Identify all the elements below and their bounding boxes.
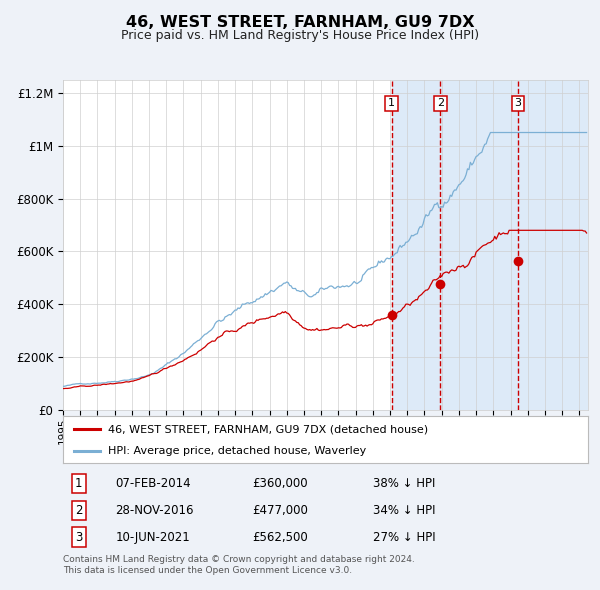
Text: Price paid vs. HM Land Registry's House Price Index (HPI): Price paid vs. HM Land Registry's House … [121, 30, 479, 42]
Text: 1: 1 [388, 99, 395, 109]
Text: 38% ↓ HPI: 38% ↓ HPI [373, 477, 435, 490]
Text: 3: 3 [75, 531, 82, 544]
Text: £562,500: £562,500 [252, 531, 308, 544]
Bar [392, 80, 588, 410]
Text: 27% ↓ HPI: 27% ↓ HPI [373, 531, 436, 544]
Text: 2: 2 [75, 504, 83, 517]
Text: 28-NOV-2016: 28-NOV-2016 [115, 504, 194, 517]
Text: 34% ↓ HPI: 34% ↓ HPI [373, 504, 435, 517]
Text: Contains HM Land Registry data © Crown copyright and database right 2024.: Contains HM Land Registry data © Crown c… [63, 555, 415, 563]
Text: 46, WEST STREET, FARNHAM, GU9 7DX: 46, WEST STREET, FARNHAM, GU9 7DX [125, 15, 475, 30]
Text: 1: 1 [75, 477, 83, 490]
Text: 46, WEST STREET, FARNHAM, GU9 7DX (detached house): 46, WEST STREET, FARNHAM, GU9 7DX (detac… [107, 424, 428, 434]
Text: HPI: Average price, detached house, Waverley: HPI: Average price, detached house, Wave… [107, 447, 366, 456]
Text: 07-FEB-2014: 07-FEB-2014 [115, 477, 191, 490]
Text: 3: 3 [515, 99, 521, 109]
Text: This data is licensed under the Open Government Licence v3.0.: This data is licensed under the Open Gov… [63, 566, 352, 575]
Text: 2: 2 [437, 99, 444, 109]
Text: £360,000: £360,000 [252, 477, 308, 490]
Text: 10-JUN-2021: 10-JUN-2021 [115, 531, 190, 544]
Text: £477,000: £477,000 [252, 504, 308, 517]
